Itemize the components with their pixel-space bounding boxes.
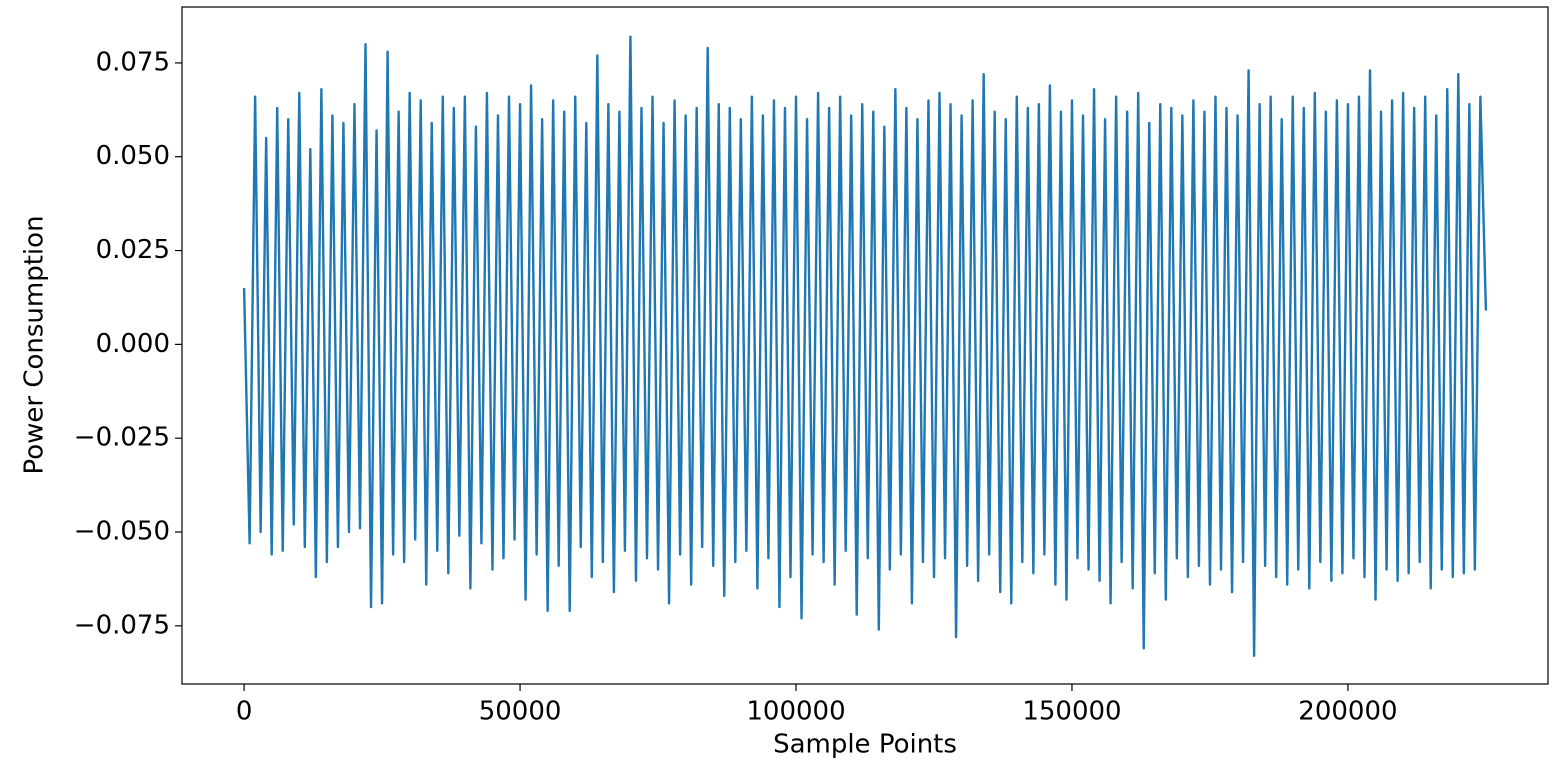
data-line bbox=[242, 35, 1488, 658]
x-tick-label: 150000 bbox=[1022, 697, 1121, 727]
plot-frame bbox=[181, 6, 1549, 685]
y-tick-label: 0.075 bbox=[96, 47, 170, 77]
y-tick-label: −0.075 bbox=[74, 610, 170, 640]
x-tick-label: 0 bbox=[236, 697, 253, 727]
y-tick-label: 0.000 bbox=[96, 329, 170, 359]
x-tick-label: 200000 bbox=[1298, 697, 1397, 727]
x-axis-label: Sample Points bbox=[773, 730, 957, 760]
x-tick-label: 100000 bbox=[746, 697, 845, 727]
x-tick-label: 50000 bbox=[479, 697, 562, 727]
y-tick-label: −0.050 bbox=[74, 517, 170, 547]
y-axis-label: Power Consumption bbox=[20, 215, 50, 474]
y-tick-label: 0.025 bbox=[96, 235, 170, 265]
y-tick-label: −0.025 bbox=[74, 423, 170, 453]
y-tick-label: 0.050 bbox=[96, 141, 170, 171]
